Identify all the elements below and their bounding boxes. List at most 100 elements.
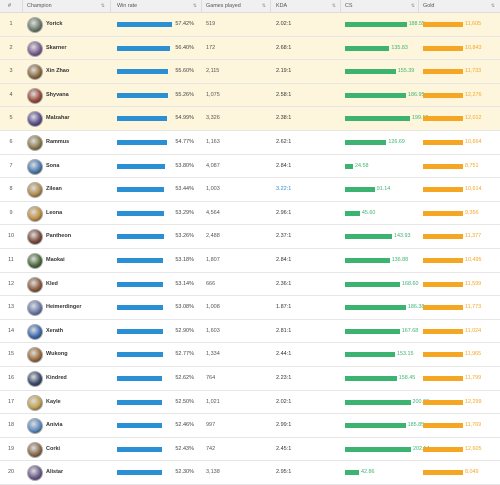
champion-name[interactable]: Kayle bbox=[46, 398, 61, 405]
kda-value: 2.96:1 bbox=[276, 209, 292, 216]
kda-value: 2.58:1 bbox=[276, 91, 292, 98]
champion-avatar[interactable] bbox=[27, 465, 43, 482]
table-row[interactable]: 17 Kayle 52.50% 1,021 2.02:1 200.68 12,299 bbox=[0, 391, 500, 415]
champion-name[interactable]: Zilean bbox=[46, 186, 62, 193]
table-row[interactable]: 8 Zilean 53.44% 1,003 3.22:1 91.14 10,614 bbox=[0, 178, 500, 202]
header-games-played[interactable]: Games played ⇅ bbox=[206, 0, 268, 12]
win-rate-value: 52.62% bbox=[175, 374, 194, 381]
cs-value: 158.45 bbox=[398, 374, 416, 381]
cs-bar bbox=[345, 446, 411, 452]
header-kda-label: KDA bbox=[276, 3, 288, 9]
table-row[interactable]: 5 Malzahar 54.99% 3,326 2.38:1 199.19 12,012 bbox=[0, 107, 500, 131]
cs-bar bbox=[345, 234, 392, 240]
sort-icon: ⇅ bbox=[410, 3, 415, 9]
header-num[interactable]: # bbox=[8, 3, 11, 9]
table-row[interactable]: 14 Xerath 52.90% 1,603 2.81:1 167.68 11,024 bbox=[0, 320, 500, 344]
champion-avatar[interactable] bbox=[27, 64, 43, 81]
table-row[interactable]: 3 Xin Zhao 55.60% 2,115 2.19:1 155.39 11,733 bbox=[0, 60, 500, 84]
champion-avatar[interactable] bbox=[27, 418, 43, 435]
champion-name[interactable]: Wukong bbox=[46, 351, 68, 358]
rank-number: 16 bbox=[7, 374, 15, 381]
champion-name[interactable]: Anivia bbox=[46, 422, 63, 429]
champion-name[interactable]: Kled bbox=[46, 280, 58, 287]
header-kda[interactable]: KDA ⇅ bbox=[276, 0, 338, 12]
champion-name[interactable]: Alistar bbox=[46, 469, 64, 476]
champion-avatar[interactable] bbox=[27, 394, 43, 411]
gold-value: 11,733 bbox=[465, 68, 482, 75]
table-row[interactable]: 2 Skarner 56.40% 172 2.68:1 135.83 10,843 bbox=[0, 36, 500, 61]
champion-portrait-icon bbox=[28, 324, 42, 339]
champion-avatar[interactable] bbox=[27, 205, 43, 222]
header-champion[interactable]: Champion ⇅ bbox=[27, 0, 107, 12]
champion-avatar[interactable] bbox=[27, 347, 43, 364]
champion-avatar[interactable] bbox=[27, 370, 43, 387]
table-row[interactable]: 1 Yorick 57.42% 519 2.02:1 188.55 11,605 bbox=[0, 13, 500, 37]
champion-portrait-icon bbox=[28, 442, 42, 457]
win-rate-value: 56.40% bbox=[175, 44, 194, 51]
champion-portrait-icon bbox=[28, 348, 42, 363]
table-row[interactable]: 15 Wukong 52.77% 1,334 2.44:1 153.15 11,965 bbox=[0, 343, 500, 367]
kda-value: 2.02:1 bbox=[276, 21, 292, 27]
champion-name[interactable]: Maokai bbox=[46, 256, 65, 263]
header-cs[interactable]: CS ⇅ bbox=[345, 0, 417, 12]
champion-avatar[interactable] bbox=[27, 182, 43, 199]
champion-avatar[interactable] bbox=[27, 17, 43, 33]
table-row[interactable]: 20 Alistar 52.30% 3,138 2.95:1 42.86 8,049 bbox=[0, 461, 500, 485]
champion-avatar[interactable] bbox=[27, 323, 43, 340]
champion-name[interactable]: Skarner bbox=[46, 44, 67, 51]
champion-name[interactable]: Malzahar bbox=[46, 115, 70, 122]
table-row[interactable]: 10 Pantheon 53.26% 2,488 2.37:1 143.93 11,377 bbox=[0, 225, 500, 249]
champion-avatar[interactable] bbox=[27, 229, 43, 246]
table-row[interactable]: 18 Anivia 52.46% 997 2.99:1 185.85 11,769 bbox=[0, 414, 500, 438]
champion-name[interactable]: Rammus bbox=[46, 138, 70, 145]
champion-avatar[interactable] bbox=[27, 276, 43, 293]
table-row[interactable]: 6 Rammus 54.77% 1,163 2.62:1 126.69 10,664 bbox=[0, 131, 500, 155]
champion-portrait-icon bbox=[28, 159, 42, 174]
champion-name[interactable]: Shyvana bbox=[46, 91, 69, 98]
table-row[interactable]: 16 Kindred 52.62% 764 2.23:1 158.45 11,799 bbox=[0, 367, 500, 391]
table-row[interactable]: 7 Sona 53.80% 4,087 2.84:1 24.58 8,751 bbox=[0, 155, 500, 179]
table-row[interactable]: 13 Heimerdinger 53.08% 1,008 1.87:1 186.38 11,… bbox=[0, 296, 500, 320]
champion-name[interactable]: Yorick bbox=[46, 21, 63, 27]
kda-value: 2.84:1 bbox=[276, 256, 292, 263]
champion-name[interactable]: Pantheon bbox=[46, 233, 72, 240]
champion-name[interactable]: Leona bbox=[46, 209, 63, 216]
cs-value: 126.69 bbox=[388, 138, 405, 145]
table-row[interactable]: 4 Shyvana 55.26% 1,075 2.58:1 186.95 12,276 bbox=[0, 83, 500, 108]
games-played-value: 4,087 bbox=[206, 162, 220, 169]
cs-bar bbox=[345, 139, 387, 145]
win-rate-value: 54.77% bbox=[175, 138, 194, 145]
champion-avatar[interactable] bbox=[27, 111, 43, 128]
sort-icon: ⇅ bbox=[490, 3, 495, 9]
champion-avatar[interactable] bbox=[27, 300, 43, 317]
cs-bar bbox=[345, 116, 411, 122]
champion-name[interactable]: Xin Zhao bbox=[46, 68, 70, 75]
cs-value: 199.19 bbox=[412, 115, 429, 122]
champion-name[interactable]: Xerath bbox=[46, 327, 64, 334]
table-row[interactable]: 11 Maokai 53.18% 1,807 2.84:1 136.88 10,495 bbox=[0, 249, 500, 273]
champion-avatar[interactable] bbox=[27, 158, 43, 175]
kda-value: 2.44:1 bbox=[276, 351, 292, 358]
table-row[interactable]: 12 Kled 53.14% 666 2.36:1 168.60 11,599 bbox=[0, 273, 500, 297]
champion-name[interactable]: Kindred bbox=[46, 374, 67, 381]
champion-avatar[interactable] bbox=[27, 40, 43, 57]
cs-bar bbox=[345, 470, 359, 476]
win-rate-bar bbox=[117, 92, 168, 98]
table-row[interactable]: 19 Corki 52.43% 742 2.45:1 202.14 12,605 bbox=[0, 438, 500, 462]
header-gold[interactable]: Gold ⇅ bbox=[423, 0, 497, 12]
sort-icon: ⇅ bbox=[331, 3, 336, 9]
champion-name[interactable]: Corki bbox=[46, 445, 61, 452]
champion-avatar[interactable] bbox=[27, 134, 43, 151]
header-win-rate[interactable]: Win rate ⇅ bbox=[117, 0, 199, 12]
champion-name[interactable]: Heimerdinger bbox=[46, 304, 82, 311]
champion-name[interactable]: Sona bbox=[46, 162, 60, 169]
win-rate-bar bbox=[117, 423, 163, 429]
champion-avatar[interactable] bbox=[27, 441, 43, 458]
rank-number: 9 bbox=[9, 209, 13, 216]
champion-portrait-icon bbox=[28, 206, 42, 221]
champion-avatar[interactable] bbox=[27, 87, 43, 104]
champion-avatar[interactable] bbox=[27, 252, 43, 269]
gold-bar bbox=[423, 69, 463, 75]
table-row[interactable]: 9 Leona 53.29% 4,564 2.96:1 45.60 9,356 bbox=[0, 202, 500, 226]
